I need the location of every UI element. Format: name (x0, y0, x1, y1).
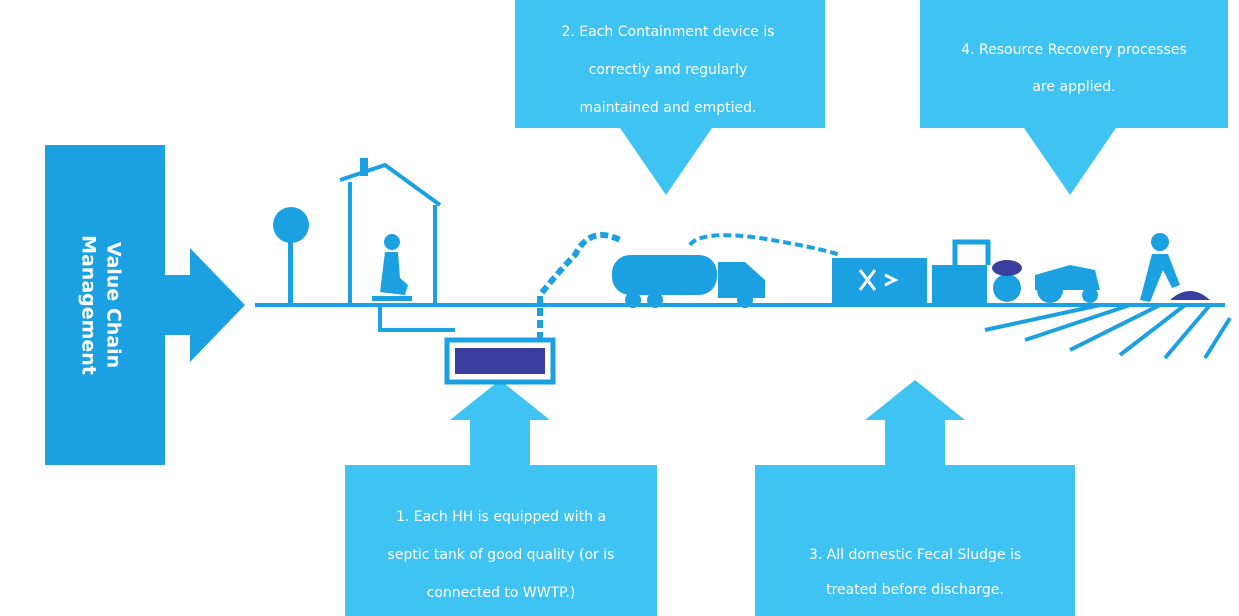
compost (1170, 291, 1210, 300)
callout-text: 1. Each HH is equipped with a (396, 509, 606, 525)
tree-trunk (288, 240, 293, 305)
farmer-head (1151, 233, 1169, 251)
house-vent (360, 158, 368, 176)
truck-tank (612, 255, 717, 295)
treatment-unit (832, 258, 927, 303)
toilet (372, 296, 412, 301)
hose (540, 235, 620, 340)
tractor-wheel (1082, 287, 1098, 303)
page: Value Chain Management 2. Each Containme… (0, 0, 1239, 616)
callout-arrow (865, 380, 965, 465)
farmer-body (1140, 254, 1180, 302)
callout-text: septic tank of good quality (or is (388, 547, 615, 563)
callout-arrow (620, 128, 712, 195)
pipe (380, 305, 455, 330)
truck-cab (718, 262, 765, 298)
illustration (255, 158, 1230, 382)
side-label: Value Chain (103, 242, 125, 368)
callout-text: 4. Resource Recovery processes (961, 42, 1187, 58)
side-label: Management (78, 235, 100, 375)
callout-arrow (450, 380, 550, 465)
tree-crown (273, 207, 309, 243)
callout-text: 3. All domestic Fecal Sludge is (809, 547, 1021, 563)
sludge (992, 260, 1022, 276)
wheel (625, 292, 641, 308)
callout-box (920, 0, 1228, 128)
house-roof (340, 165, 440, 205)
callout-text: connected to WWTP.) (427, 585, 576, 601)
callout-text: 2. Each Containment device is (562, 24, 775, 40)
treatment-unit (932, 265, 987, 303)
callout-text: maintained and emptied. (579, 100, 756, 116)
side-arrow (165, 248, 245, 362)
wheel (737, 292, 753, 308)
callout-text: are applied. (1032, 79, 1115, 95)
callout-text: treated before discharge. (826, 582, 1004, 598)
diagram: Value Chain Management 2. Each Containme… (0, 0, 1239, 616)
wheel (647, 292, 663, 308)
tank-content (455, 348, 545, 374)
person-head (384, 234, 400, 250)
hose (690, 235, 840, 255)
treatment-pipe (955, 242, 988, 265)
tractor-wheel (993, 274, 1021, 302)
person-body (380, 252, 408, 295)
callout-text: correctly and regularly (589, 62, 748, 78)
field-lines (985, 305, 1230, 358)
callout-arrow (1024, 128, 1116, 195)
tractor-body (1035, 265, 1100, 290)
